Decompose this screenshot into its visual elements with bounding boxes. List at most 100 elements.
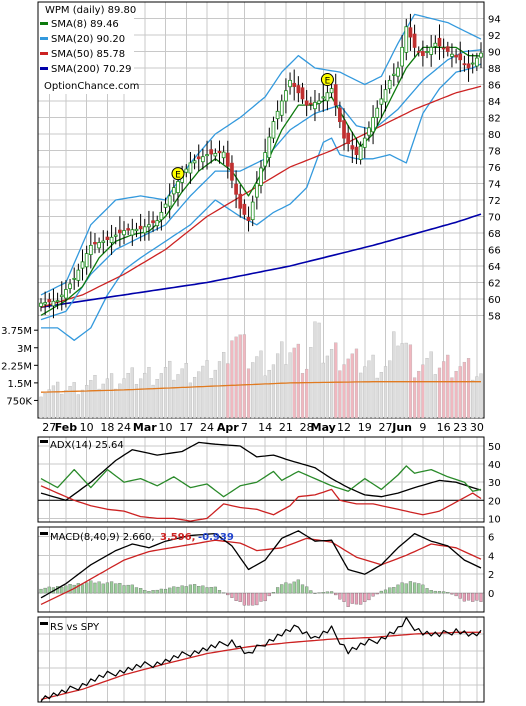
macd-histogram-bar — [280, 584, 284, 594]
macd-histogram-bar — [404, 583, 408, 594]
volume-bar — [354, 348, 359, 419]
volume-bar — [85, 385, 89, 419]
macd-histogram-bar — [359, 592, 363, 605]
candle-body — [383, 89, 388, 103]
macd-histogram-bar — [383, 589, 388, 594]
date-tick-label: 27 — [42, 421, 56, 434]
macd-histogram-bar — [371, 592, 375, 597]
candle-body — [333, 84, 338, 106]
macd-histogram-bar — [396, 584, 400, 594]
candle-body — [221, 151, 226, 159]
volume-bar — [60, 393, 64, 419]
macd-histogram-bar — [246, 592, 251, 606]
volume-bar — [359, 372, 363, 419]
candle-body — [130, 229, 135, 236]
adx-panel: 10 20 30 40 50 ADX(14) 25.64 — [37, 436, 501, 525]
candle-body — [396, 67, 400, 77]
adx-frame — [37, 436, 485, 523]
volume-bar — [192, 377, 197, 419]
candle-body — [201, 156, 205, 163]
candle-body — [292, 82, 297, 87]
candle-body — [367, 127, 371, 136]
volume-bar — [93, 375, 97, 419]
macd-histogram-bar — [475, 592, 479, 601]
candle-body — [329, 88, 334, 94]
volume-bar — [176, 374, 180, 419]
macd-histogram-bar — [296, 579, 300, 594]
volume-bar — [321, 362, 325, 419]
volume-bar — [383, 366, 388, 419]
volume-bar — [168, 360, 172, 419]
volume-bar — [184, 363, 188, 419]
macd-histogram-bar — [242, 592, 246, 606]
volume-bar — [97, 388, 101, 419]
macd-histogram-bar — [421, 584, 425, 594]
price-tick-label: 86 — [488, 81, 501, 92]
macd-histogram-bar — [114, 583, 118, 594]
candle-body — [167, 195, 172, 207]
volume-bar — [267, 369, 271, 419]
macd-histogram-bar — [222, 592, 226, 594]
sma200-line — [40, 213, 482, 309]
volume-bar — [217, 361, 222, 419]
candle-body — [171, 187, 176, 195]
candle-body — [429, 46, 434, 55]
macd-histogram-bar — [76, 583, 80, 594]
price-tick-label: 66 — [488, 246, 501, 257]
macd-histogram-bar — [334, 592, 338, 596]
volume-bar — [371, 354, 375, 419]
earnings-marker-label: E — [175, 171, 181, 181]
rs-legend-swatch — [40, 622, 48, 625]
macd-histogram-bar — [109, 581, 114, 594]
volume-bar — [159, 373, 163, 419]
earnings-marker — [171, 167, 185, 181]
volume-bar — [276, 353, 280, 419]
candle-body — [225, 152, 230, 167]
candle-body — [284, 90, 288, 102]
candle-body — [113, 234, 118, 237]
macd-histogram-bar — [134, 587, 139, 594]
macd-histogram-bar — [168, 587, 172, 594]
price-tick-label: 76 — [488, 163, 501, 174]
volume-bar — [429, 351, 433, 419]
date-tick-label: 10 — [159, 421, 173, 434]
macd-histogram-bar — [350, 592, 354, 604]
price-tick-label: 78 — [488, 147, 501, 158]
candle-body — [288, 79, 292, 88]
adx-title: ADX(14) 25.64 — [50, 440, 124, 451]
volume-bar — [118, 383, 122, 419]
date-tick-label: 27 — [379, 421, 393, 434]
macd-histogram-bar — [479, 592, 483, 602]
date-tick-label: 9 — [419, 421, 426, 434]
candle-body — [416, 50, 421, 53]
legend-label: SMA(20) 90.20 — [51, 34, 125, 45]
adx-tick-label: 50 — [488, 442, 501, 453]
macd-histogram-bar — [205, 587, 209, 594]
volume-bar — [446, 354, 450, 419]
candle-body — [184, 168, 189, 173]
candle-body — [259, 167, 263, 186]
macd-histogram-bar — [425, 588, 429, 594]
volume-bar — [284, 364, 288, 419]
macd-histogram-bar — [458, 592, 462, 599]
legend-swatch — [40, 37, 48, 40]
candle-body — [304, 100, 309, 106]
macd-line — [40, 530, 482, 599]
candle-body — [230, 162, 234, 181]
macd-histogram-bar — [284, 582, 288, 594]
adx-tick-label: 40 — [488, 460, 501, 471]
volume-bar — [209, 378, 213, 419]
date-tick-label: 12 — [337, 421, 351, 434]
volume-bar — [151, 384, 155, 419]
date-tick-label: 21 — [279, 421, 293, 434]
volume-bar — [47, 389, 51, 419]
volume-bar — [51, 385, 56, 419]
candle-body — [325, 92, 330, 102]
candle-body — [188, 162, 193, 174]
candle-body — [470, 62, 475, 65]
candle-body — [267, 136, 272, 158]
macd-histogram-bar — [176, 586, 180, 594]
price-tick-label: 84 — [488, 97, 501, 108]
volume-bar — [64, 390, 68, 419]
